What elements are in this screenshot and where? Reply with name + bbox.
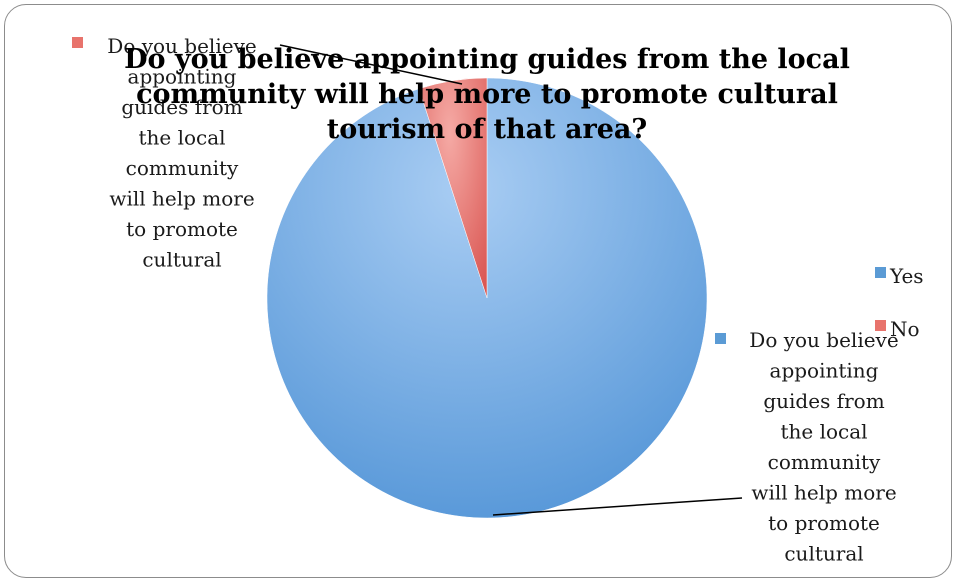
data-label-line: community <box>126 156 239 180</box>
data-label-line: appointing <box>770 359 879 383</box>
data-label-line: to promote <box>768 511 880 535</box>
data-label-yes: Do you believe appointing guides from the l… <box>715 328 899 566</box>
legend-swatch-yes <box>875 267 886 278</box>
data-label-line: the local <box>138 126 225 150</box>
data-label-line: Do you believe <box>749 328 898 352</box>
legend-label-no: No <box>890 317 920 341</box>
data-label-line: will help more <box>751 481 896 505</box>
pie-slice-no[interactable] <box>418 77 488 299</box>
data-label-line: to promote <box>126 217 238 241</box>
leader-line-no <box>279 44 463 85</box>
chart-title: Do you believe appointing guides from th… <box>124 44 850 145</box>
data-label-marker-yes <box>715 333 726 344</box>
chart-title-line: community will help more to promote cult… <box>136 79 838 110</box>
legend-swatch-no <box>875 320 886 331</box>
chart-title-line: Do you believe appointing guides from th… <box>124 44 850 75</box>
chart-title-line: tourism of that area? <box>327 114 647 145</box>
data-label-line: guides from <box>121 95 242 119</box>
legend-item-yes[interactable]: Yes <box>875 264 924 288</box>
data-label-line: the local <box>780 420 867 444</box>
data-label-line: appointing <box>128 65 237 89</box>
legend: Yes No <box>875 264 924 341</box>
data-label-line: community <box>768 450 881 474</box>
data-label-line: will help more <box>109 187 254 211</box>
data-label-marker-no <box>72 37 83 48</box>
data-label-line: Do you believe <box>107 34 256 58</box>
legend-item-no[interactable]: No <box>875 317 920 341</box>
legend-label-yes: Yes <box>889 264 924 288</box>
leader-line-yes <box>492 497 743 516</box>
data-label-line: guides from <box>763 389 884 413</box>
data-label-no: Do you believe appointing guides from the l… <box>72 34 257 272</box>
data-label-line: cultural <box>142 248 221 272</box>
data-label-line: cultural <box>784 542 863 566</box>
